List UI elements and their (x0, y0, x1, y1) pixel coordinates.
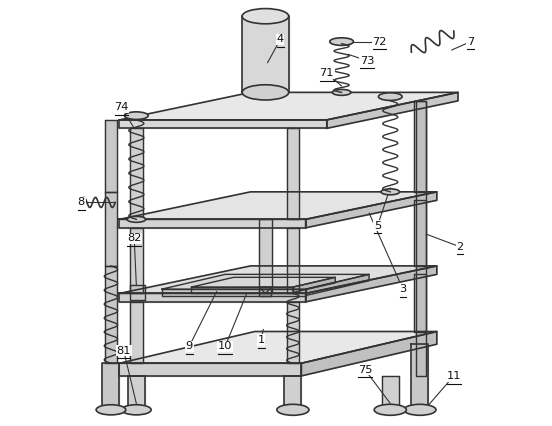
Ellipse shape (330, 38, 353, 46)
Text: 8: 8 (78, 197, 85, 207)
Text: 72: 72 (373, 37, 387, 46)
Ellipse shape (121, 405, 151, 415)
Polygon shape (413, 200, 426, 266)
Polygon shape (128, 376, 145, 408)
Ellipse shape (242, 85, 289, 100)
Polygon shape (130, 285, 145, 300)
Polygon shape (242, 16, 289, 92)
Polygon shape (327, 92, 458, 128)
Text: 75: 75 (358, 365, 372, 374)
Ellipse shape (96, 405, 126, 415)
Polygon shape (411, 344, 428, 408)
Polygon shape (301, 331, 437, 376)
Ellipse shape (381, 189, 400, 195)
Text: 7: 7 (467, 37, 474, 46)
Polygon shape (104, 192, 117, 266)
Ellipse shape (379, 93, 402, 101)
Ellipse shape (374, 404, 406, 415)
Polygon shape (413, 274, 426, 331)
Polygon shape (306, 266, 437, 302)
Polygon shape (119, 120, 327, 128)
Text: 1: 1 (258, 335, 265, 345)
Polygon shape (104, 120, 117, 192)
Polygon shape (306, 274, 369, 296)
Polygon shape (119, 219, 306, 228)
Polygon shape (259, 219, 272, 294)
Polygon shape (130, 128, 142, 219)
Text: 71: 71 (320, 68, 334, 78)
Polygon shape (162, 289, 306, 296)
Polygon shape (130, 302, 142, 363)
Text: 82: 82 (127, 233, 141, 243)
Polygon shape (286, 128, 299, 219)
Polygon shape (119, 192, 437, 219)
Ellipse shape (332, 89, 351, 95)
Polygon shape (259, 287, 272, 294)
Ellipse shape (404, 404, 436, 415)
Text: 2: 2 (457, 242, 464, 252)
Polygon shape (413, 101, 426, 192)
Text: 9: 9 (185, 341, 193, 351)
Polygon shape (293, 277, 335, 293)
Polygon shape (192, 277, 335, 287)
Polygon shape (103, 363, 119, 408)
Polygon shape (306, 192, 437, 228)
Polygon shape (162, 274, 369, 289)
Text: 5: 5 (374, 221, 381, 231)
Text: 73: 73 (360, 56, 374, 66)
Ellipse shape (127, 216, 146, 222)
Polygon shape (119, 363, 301, 376)
Ellipse shape (242, 9, 289, 24)
Text: 10: 10 (218, 341, 232, 351)
Ellipse shape (277, 404, 309, 415)
Polygon shape (119, 331, 437, 363)
Polygon shape (286, 302, 299, 363)
Polygon shape (382, 376, 399, 408)
Text: 81: 81 (116, 345, 131, 356)
Polygon shape (192, 287, 293, 293)
Polygon shape (119, 266, 437, 294)
Text: 4: 4 (277, 35, 284, 44)
Text: 11: 11 (447, 371, 461, 381)
Polygon shape (416, 101, 426, 376)
Ellipse shape (125, 112, 148, 119)
Text: 3: 3 (399, 284, 407, 294)
Polygon shape (286, 228, 299, 294)
Polygon shape (130, 228, 142, 294)
Polygon shape (259, 289, 272, 296)
Polygon shape (119, 294, 306, 302)
Polygon shape (119, 92, 458, 120)
Polygon shape (104, 266, 117, 363)
Polygon shape (284, 376, 301, 408)
Text: 74: 74 (114, 102, 129, 112)
